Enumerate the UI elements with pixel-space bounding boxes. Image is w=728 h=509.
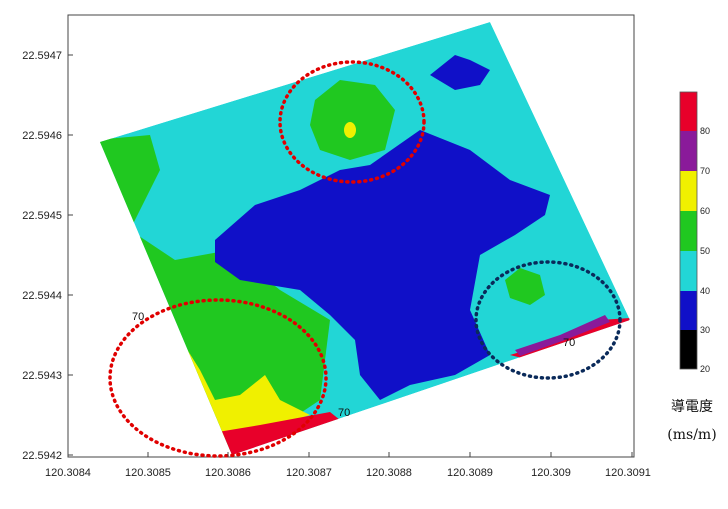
annotation-circle-bottom-left [108,298,328,458]
x-tick-label: 120.3089 [447,467,493,479]
y-tick-label: 22.5944 [22,290,62,302]
y-axis: 22.5947 22.5946 22.5945 22.5944 22.5943 … [22,50,73,462]
y-tick-label: 22.5947 [22,50,62,62]
y-tick-label: 22.5946 [22,130,62,142]
purple-band-right [515,315,610,356]
blue-zone-center [215,130,550,400]
x-tick-label: 120.3088 [366,467,412,479]
colorbar-title-text: 導電度 [671,399,713,415]
yellow-zone-bottom [150,300,310,440]
contour-label: 70 [563,337,575,349]
colorbar-segment-80 [680,92,697,131]
colorbar-tick: 70 [700,166,710,176]
annotation-circle-right [474,260,622,380]
x-axis: 120.3084 120.3085 120.3086 120.3087 120.… [45,452,651,479]
x-tick-label: 120.3086 [205,467,251,479]
colorbar-tick: 50 [700,246,710,256]
y-tick-label: 22.5942 [22,450,62,462]
x-tick-label: 120.3085 [125,467,171,479]
x-tick-label: 120.3084 [45,467,91,479]
colorbar-tick: 80 [700,126,710,136]
x-tick-label: 120.309 [531,467,571,479]
colorbar-segment-40 [680,251,697,291]
y-tick-label: 22.5945 [22,210,62,222]
colorbar-segment-30 [680,291,697,330]
colorbar-tick: 30 [700,325,710,335]
colorbar-unit: (ms/m) [667,427,717,443]
contour-label: 70 [132,311,144,323]
yellow-spot-top [344,122,356,138]
red-band-right [510,318,630,360]
colorbar-tick: 40 [700,286,710,296]
blue-zone-top [430,55,490,90]
x-tick-label: 120.3091 [605,467,651,479]
colorbar-tick: 60 [700,206,710,216]
colorbar-segment-60 [680,171,697,211]
green-patch-right [505,268,545,305]
colorbar-title: 導電度 (ms/m) [660,393,724,449]
colorbar-segment-50 [680,211,697,251]
colorbar: 80 70 60 50 40 30 20 [679,91,710,374]
green-patch-top [310,80,395,160]
colorbar-segment-70 [680,131,697,171]
colorbar-segment-20 [680,330,697,369]
contour-label: 70 [338,407,350,419]
x-tick-label: 120.3087 [286,467,332,479]
annotation-circle-top [278,60,426,184]
colorbar-tick: 20 [700,364,710,374]
y-tick-label: 22.5943 [22,370,62,382]
